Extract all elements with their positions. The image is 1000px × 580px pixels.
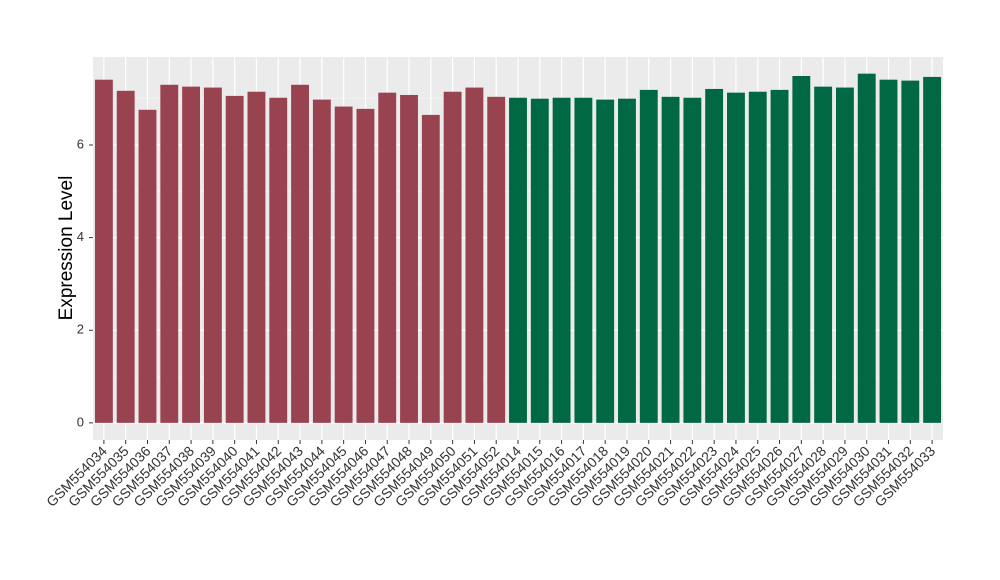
bar [116, 90, 135, 423]
y-tick-label: 2 [77, 322, 84, 337]
bar [727, 92, 745, 423]
bar [160, 84, 179, 423]
bar [94, 79, 113, 423]
bar [378, 92, 397, 423]
bar [138, 109, 157, 423]
bar [530, 98, 549, 423]
bar [748, 91, 767, 423]
bar [269, 97, 288, 423]
bar [465, 87, 484, 423]
bar [400, 94, 418, 423]
bar [814, 86, 833, 423]
bar [857, 73, 876, 423]
y-tick-label: 6 [77, 136, 84, 151]
bar [879, 79, 898, 423]
bar [334, 106, 353, 423]
bar [901, 80, 920, 423]
bar [923, 76, 942, 423]
bar [247, 91, 266, 423]
bar [835, 87, 854, 423]
y-axis-label: Expression Level [56, 176, 77, 321]
bar [639, 89, 658, 423]
bar [487, 96, 506, 423]
bar [661, 96, 680, 423]
bar [705, 88, 724, 423]
bar [443, 91, 462, 423]
bar [683, 97, 702, 423]
y-tick-label: 4 [77, 229, 84, 244]
bar [509, 97, 527, 423]
bar [182, 86, 201, 423]
bar [618, 98, 636, 423]
bar [770, 89, 789, 423]
bar [312, 99, 331, 423]
bar [574, 97, 593, 423]
y-tick-label: 0 [77, 414, 84, 429]
bar [291, 84, 309, 423]
bar [356, 108, 375, 423]
bar [225, 95, 244, 423]
bar [552, 97, 571, 423]
bar [421, 114, 440, 423]
bar [203, 87, 222, 423]
bar [596, 99, 615, 423]
bar [792, 75, 811, 423]
